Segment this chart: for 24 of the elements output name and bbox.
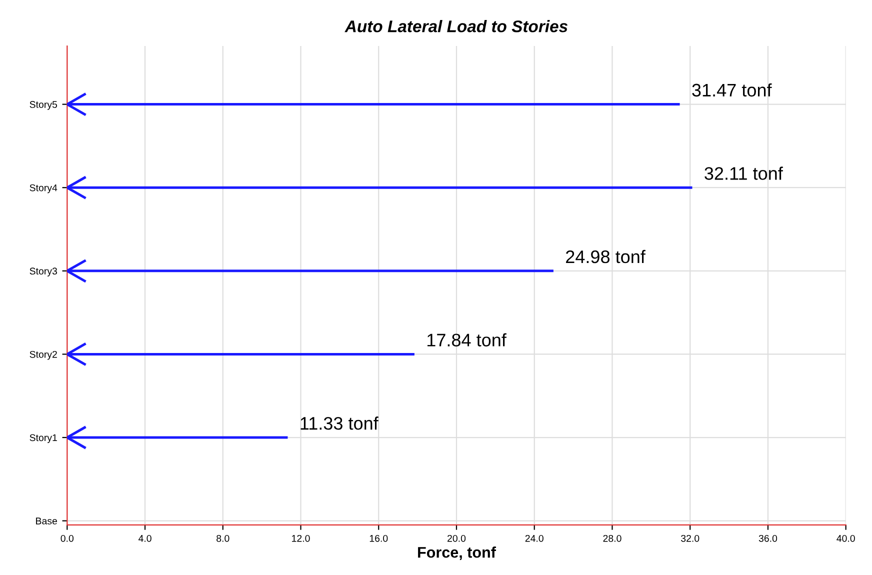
- data-label: 31.47 tonf: [692, 83, 772, 97]
- x-tick-label: 16.0: [370, 534, 388, 542]
- data-label: 11.33 tonf: [300, 416, 378, 430]
- x-tick-label: 8.0: [216, 534, 230, 542]
- chart-title: Auto Lateral Load to Stories: [344, 20, 568, 32]
- x-tick-label: 28.0: [603, 534, 622, 542]
- x-tick-label: 20.0: [448, 534, 466, 542]
- x-tick-label: 36.0: [758, 534, 778, 542]
- data-label: 17.84 tonf: [428, 333, 506, 346]
- y-tick-label: Story4: [30, 184, 58, 194]
- x-tick-label: 0.0: [60, 534, 74, 542]
- y-tick-label: Story2: [30, 350, 57, 360]
- y-tick-label: Story3: [30, 268, 57, 276]
- data-label: 24.98 tonf: [566, 250, 646, 264]
- x-tick-label: 12.0: [292, 534, 310, 542]
- data-label: 32.11 tonf: [704, 166, 783, 180]
- x-tick-label: 4.0: [138, 534, 152, 542]
- y-tick-label: Story1: [30, 434, 57, 444]
- y-tick-label: Story5: [30, 101, 58, 110]
- x-axis-title: Force, tonf: [418, 546, 496, 560]
- x-tick-label: 24.0: [525, 534, 544, 542]
- x-tick-label: 40.0: [836, 534, 855, 542]
- x-tick-label: 32.0: [681, 534, 700, 542]
- y-tick-label: Base: [36, 518, 57, 524]
